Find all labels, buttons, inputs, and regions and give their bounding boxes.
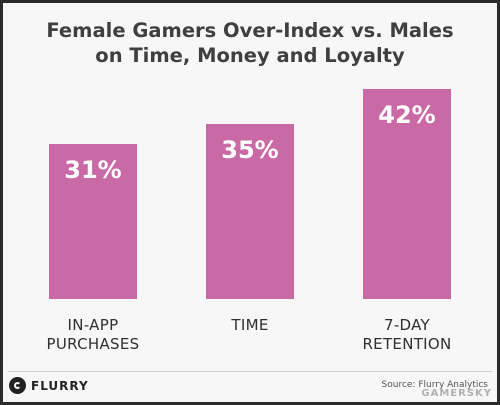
category-label-1-line-0: TIME bbox=[231, 316, 269, 334]
bar-value-label-0: 31% bbox=[64, 156, 121, 184]
bar-value-label-1: 35% bbox=[221, 136, 278, 164]
flurry-logo: FLURRY bbox=[9, 377, 89, 394]
bar-2 bbox=[363, 89, 451, 299]
footer-divider bbox=[8, 371, 492, 372]
chart-title-line-2: on Time, Money and Loyalty bbox=[95, 44, 405, 67]
category-label-0-line-1: PURCHASES bbox=[46, 335, 140, 353]
bar-1 bbox=[206, 124, 294, 299]
chart-title-line-1: Female Gamers Over-Index vs. Males bbox=[46, 19, 454, 42]
category-label-0: IN-APP PURCHASES bbox=[23, 316, 163, 354]
bar-value-label-2: 42% bbox=[378, 101, 435, 129]
source-note: Source: Flurry Analytics bbox=[381, 380, 488, 390]
category-label-1: TIME bbox=[180, 316, 320, 335]
flurry-logo-icon bbox=[9, 377, 26, 394]
category-label-2-line-1: RETENTION bbox=[362, 335, 452, 353]
flurry-logo-text: FLURRY bbox=[31, 378, 89, 393]
bar-0 bbox=[49, 144, 137, 299]
category-label-2-line-0: 7-DAY bbox=[383, 316, 430, 334]
watermark: GAMERSKY bbox=[421, 388, 492, 399]
category-label-0-line-0: IN-APP bbox=[67, 316, 119, 334]
category-label-2: 7-DAY RETENTION bbox=[337, 316, 477, 354]
chart-title: Female Gamers Over-Index vs. Males on Ti… bbox=[0, 18, 500, 68]
